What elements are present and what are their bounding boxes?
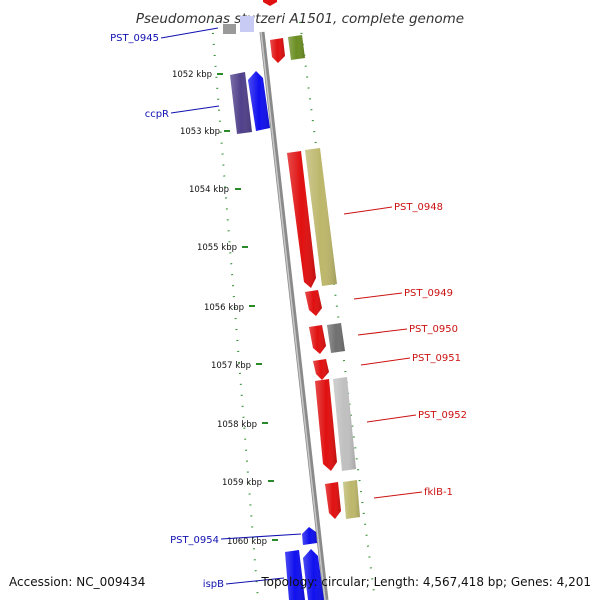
- tick-label-1056: 1056 kbp: [204, 303, 244, 313]
- gene-partial-lightblue[interactable]: [240, 16, 254, 32]
- gene-ccpR-arrow-shade: [248, 71, 270, 131]
- leader-line: [366, 414, 417, 423]
- leader-line: [373, 491, 423, 499]
- tick-label-1052: 1052 kbp: [172, 70, 212, 80]
- tick-label-1054: 1054 kbp: [189, 185, 229, 195]
- gene-labels: PST_0945 ccpR PST_0948 PST_0949 PST_0950…: [110, 27, 467, 590]
- gene-label-PST_0954[interactable]: PST_0954: [170, 535, 219, 546]
- gene-label-fklB-1[interactable]: fklB-1: [424, 487, 453, 498]
- gene-partial-red-top[interactable]: [263, 0, 277, 6]
- gene-PST_0948-arrow-shade: [287, 151, 316, 288]
- gene-label-PST_0945[interactable]: PST_0945: [110, 33, 159, 44]
- tick-label-1058: 1058 kbp: [217, 420, 257, 430]
- gene-darkgrey-block-shade: [327, 323, 345, 353]
- gene-label-ccpR[interactable]: ccpR: [145, 109, 169, 120]
- gene-khaki-block-shade: [343, 480, 360, 519]
- tick-label-1053: 1053 kbp: [180, 127, 220, 137]
- tick-label-1060: 1060 kbp: [227, 537, 267, 547]
- gene-label-PST_0952[interactable]: PST_0952: [418, 410, 467, 421]
- leader-line: [225, 577, 285, 585]
- map-title: Pseudomonas stutzeri A1501, complete gen…: [136, 11, 464, 27]
- leader-line: [220, 533, 302, 540]
- gene-khaki-long-shade: [305, 148, 337, 286]
- gene-features: [223, 0, 360, 600]
- leader-line: [160, 27, 219, 39]
- tick-label-1055: 1055 kbp: [197, 243, 237, 253]
- gene-PST_0954-arrow-shade: [302, 527, 317, 545]
- gene-fklB-1-arrow-shade: [325, 482, 341, 519]
- tick-scale: 1052 kbp 1053 kbp 1054 kbp 1055 kbp 1056…: [172, 70, 278, 547]
- gene-ispB-block-shade: [285, 550, 305, 600]
- genome-backbone-highlight: [260, 31, 326, 600]
- leader-line: [353, 292, 403, 300]
- gene-label-PST_0950[interactable]: PST_0950: [409, 324, 458, 335]
- leader-line: [360, 357, 411, 366]
- tick-label-1059: 1059 kbp: [222, 478, 262, 488]
- gene-PST_0952-arrow-shade: [315, 379, 337, 471]
- leader-line: [170, 105, 220, 114]
- gene-red-arrow-shade: [270, 38, 285, 63]
- gene-olive-block-shade: [288, 35, 305, 60]
- gene-label-PST_0949[interactable]: PST_0949: [404, 288, 453, 299]
- tick-label-1057: 1057 kbp: [211, 361, 251, 371]
- leader-line: [343, 206, 393, 215]
- accession-text: Accession: NC_009434: [9, 575, 145, 589]
- gene-partial-grey[interactable]: [223, 24, 236, 34]
- gene-label-PST_0948[interactable]: PST_0948: [394, 202, 443, 213]
- gene-PST_0951-arrow-shade: [313, 359, 329, 380]
- genome-backbone: [259, 31, 329, 600]
- gene-label-PST_0951[interactable]: PST_0951: [412, 353, 461, 364]
- gene-lightgrey-block-shade: [333, 377, 356, 471]
- gene-purple-block-shade: [230, 72, 252, 134]
- gene-label-ispB[interactable]: ispB: [203, 579, 224, 590]
- gene-PST_0950-arrow-shade: [309, 325, 326, 354]
- genome-summary-text: Topology: circular; Length: 4,567,418 bp…: [260, 575, 591, 589]
- gene-PST_0949-arrow-shade: [305, 290, 322, 316]
- gene-ispB-arrow-shade: [303, 549, 324, 600]
- leader-line: [357, 328, 408, 336]
